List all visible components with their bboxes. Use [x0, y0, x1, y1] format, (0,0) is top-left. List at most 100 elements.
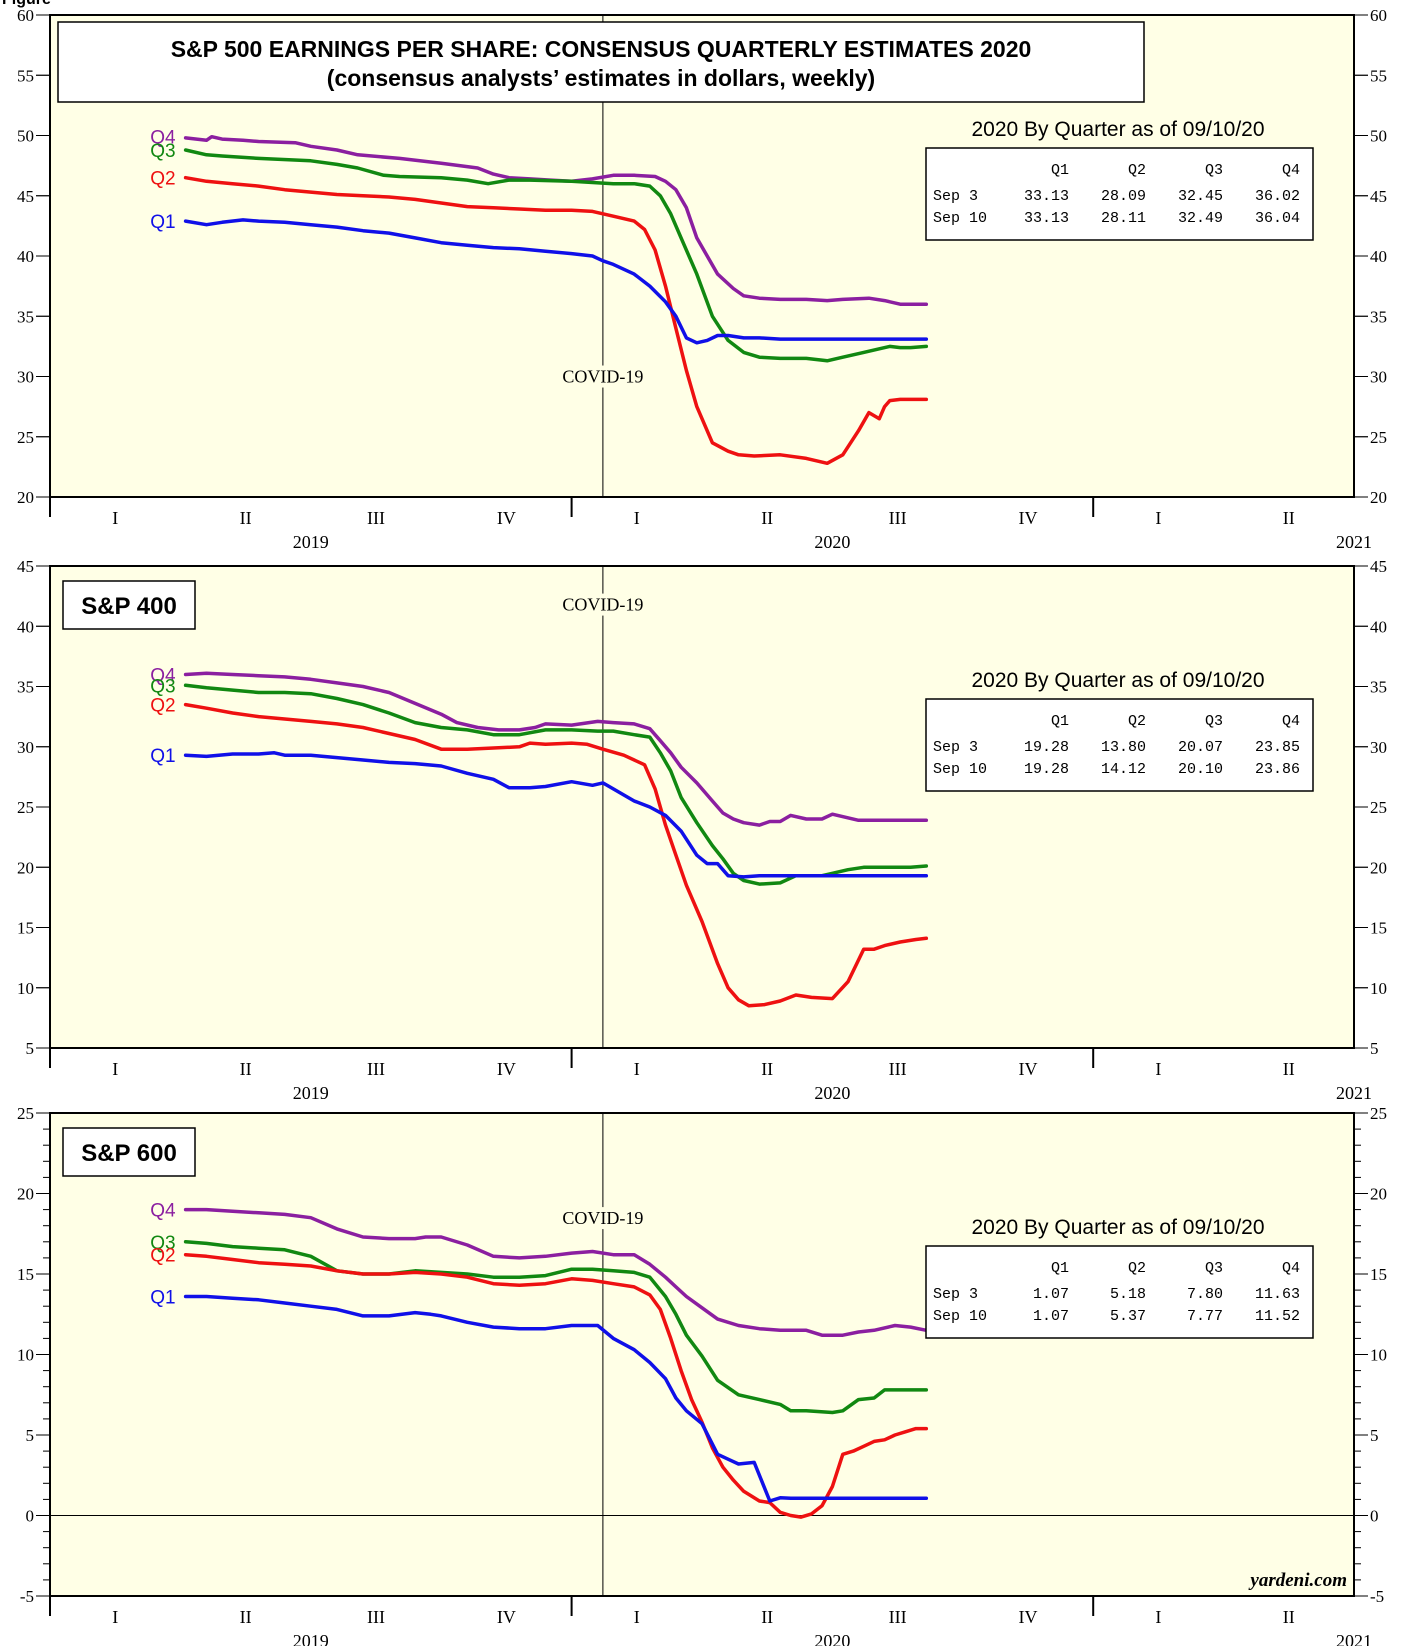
x-quarter-label: II: [1283, 1059, 1295, 1079]
table-cell: 11.52: [1255, 1308, 1300, 1325]
series-label-q3: Q3: [150, 141, 175, 162]
y-tick-label-right: 35: [1370, 678, 1387, 697]
y-tick-label-right: 25: [1370, 428, 1387, 447]
table-cell: 11.63: [1255, 1286, 1300, 1303]
x-quarter-label: I: [1155, 1607, 1161, 1627]
x-quarter-label: III: [367, 1607, 385, 1627]
table-cell: 28.11: [1101, 210, 1146, 227]
x-quarter-label: III: [889, 508, 907, 528]
x-year-label: 2019: [293, 1631, 329, 1646]
x-year-label: 2019: [293, 1083, 329, 1103]
y-tick-label-right: 20: [1370, 858, 1387, 877]
y-tick-label-left: 45: [17, 557, 34, 576]
x-quarter-label: IV: [1019, 508, 1038, 528]
y-tick-label-right: 5: [1370, 1039, 1379, 1058]
y-tick-label-left: 45: [17, 187, 34, 206]
y-tick-label-left: 15: [17, 1265, 34, 1284]
table-header-cell: Q2: [1128, 1260, 1146, 1277]
table-header-cell: Q1: [1051, 1260, 1069, 1277]
table-header-cell: Q3: [1205, 162, 1223, 179]
y-tick-label-right: 45: [1370, 557, 1387, 576]
x-quarter-label: I: [1155, 1059, 1161, 1079]
table-cell: 13.80: [1101, 739, 1146, 756]
series-label-q4: Q4: [150, 1201, 176, 1222]
x-quarter-label: IV: [497, 1059, 516, 1079]
series-label-q3: Q3: [150, 676, 175, 697]
y-tick-label-right: 45: [1370, 187, 1387, 206]
y-tick-label-left: 50: [17, 127, 34, 146]
x-year-label: 2020: [814, 532, 850, 552]
y-tick-label-right: 50: [1370, 127, 1387, 146]
x-quarter-label: III: [367, 508, 385, 528]
y-tick-label-left: 15: [17, 919, 34, 938]
x-year-label: 2019: [293, 532, 329, 552]
x-quarter-label: II: [761, 1059, 773, 1079]
y-tick-label-right: 30: [1370, 368, 1387, 387]
x-year-label: 2021: [1336, 1631, 1372, 1646]
y-tick-label-left: -5: [20, 1587, 34, 1606]
y-tick-label-right: 20: [1370, 1185, 1387, 1204]
table-cell: 7.77: [1187, 1308, 1223, 1325]
table-cell: 1.07: [1033, 1286, 1069, 1303]
table-cell: 28.09: [1101, 188, 1146, 205]
y-tick-label-left: 30: [17, 738, 34, 757]
x-quarter-label: I: [112, 1607, 118, 1627]
table-header-cell: Q1: [1051, 162, 1069, 179]
x-quarter-label: I: [112, 1059, 118, 1079]
y-tick-label-right: 35: [1370, 307, 1387, 326]
table-cell: 1.07: [1033, 1308, 1069, 1325]
table-cell: 5.37: [1110, 1308, 1146, 1325]
table-cell: 14.12: [1101, 761, 1146, 778]
y-tick-label-left: 35: [17, 307, 34, 326]
table-cell: Sep 10: [933, 761, 987, 778]
y-tick-label-left: 20: [17, 858, 34, 877]
y-tick-label-right: 25: [1370, 1104, 1387, 1123]
y-tick-label-right: 20: [1370, 488, 1387, 507]
x-quarter-label: II: [240, 508, 252, 528]
x-quarter-label: II: [240, 1607, 252, 1627]
table-cell: 23.85: [1255, 739, 1300, 756]
series-label-q2: Q2: [150, 1246, 175, 1267]
y-tick-label-left: 40: [17, 617, 34, 636]
table-title: 2020 By Quarter as of 09/10/20: [971, 118, 1264, 141]
x-quarter-label: II: [1283, 1607, 1295, 1627]
chart-panel-1: COVID-19Q4Q3Q2Q120 2025 2530 3035 3540 4045 45…: [17, 6, 1387, 552]
y-tick-label-right: 60: [1370, 6, 1387, 25]
y-tick-label-right: 15: [1370, 919, 1387, 938]
y-tick-label-right: 40: [1370, 617, 1387, 636]
x-quarter-label: II: [761, 1607, 773, 1627]
table-cell: 7.80: [1187, 1286, 1223, 1303]
y-tick-label-right: 10: [1370, 979, 1387, 998]
table-cell: 32.49: [1178, 210, 1223, 227]
table-title: 2020 By Quarter as of 09/10/20: [971, 669, 1264, 692]
y-tick-label-left: 5: [26, 1426, 35, 1445]
watermark-yardeni: yardeni.com: [1248, 1570, 1347, 1591]
x-year-label: 2021: [1336, 1083, 1372, 1103]
series-label-q2: Q2: [150, 696, 175, 717]
y-tick-label-left: 20: [17, 1185, 34, 1204]
x-quarter-label: I: [634, 508, 640, 528]
y-tick-label-right: 25: [1370, 798, 1387, 817]
table-header-cell: Q4: [1282, 162, 1300, 179]
table-cell: Sep 3: [933, 1286, 978, 1303]
y-tick-label-left: 0: [26, 1507, 35, 1526]
table-cell: Sep 3: [933, 739, 978, 756]
table-cell: 23.86: [1255, 761, 1300, 778]
y-tick-label-left: 30: [17, 368, 34, 387]
table-header-cell: Q3: [1205, 713, 1223, 730]
y-tick-label-left: 35: [17, 678, 34, 697]
table-cell: Sep 10: [933, 1308, 987, 1325]
y-tick-label-right: 10: [1370, 1346, 1387, 1365]
x-quarter-label: I: [634, 1059, 640, 1079]
table-cell: 36.02: [1255, 188, 1300, 205]
chart-title: S&P 600: [81, 1140, 177, 1167]
x-quarter-label: II: [761, 508, 773, 528]
plot-area: [50, 566, 1354, 1048]
table-header-cell: Q3: [1205, 1260, 1223, 1277]
table-cell: 32.45: [1178, 188, 1223, 205]
chart-subtitle: (consensus analysts’ estimates in dollar…: [327, 65, 875, 91]
series-label-q1: Q1: [150, 1288, 175, 1309]
